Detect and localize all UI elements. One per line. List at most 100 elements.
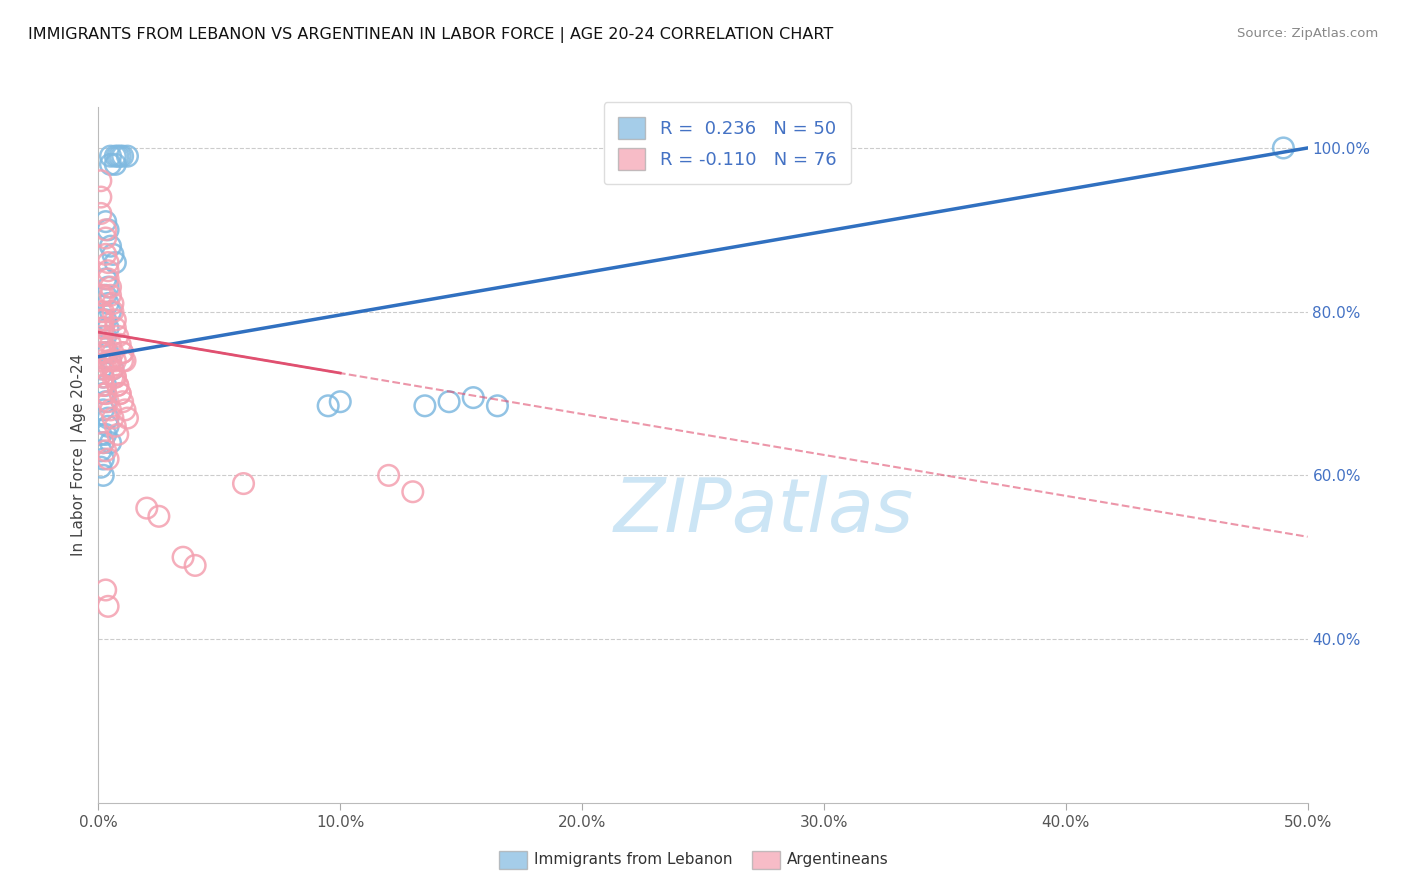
Point bbox=[94, 378, 117, 392]
Point bbox=[107, 149, 129, 163]
Point bbox=[100, 149, 122, 163]
Point bbox=[101, 296, 124, 310]
Point bbox=[172, 550, 194, 565]
Point bbox=[94, 427, 117, 442]
Point bbox=[104, 370, 127, 384]
Point bbox=[377, 468, 399, 483]
Point bbox=[90, 460, 112, 475]
Point bbox=[91, 378, 114, 392]
Point bbox=[91, 435, 114, 450]
Point bbox=[91, 468, 114, 483]
Point bbox=[184, 558, 207, 573]
Point bbox=[91, 452, 114, 467]
Point bbox=[1272, 141, 1295, 155]
Point bbox=[101, 362, 124, 376]
Point bbox=[104, 255, 127, 269]
Point bbox=[104, 419, 127, 434]
Point bbox=[97, 280, 120, 294]
Point bbox=[100, 280, 122, 294]
Point bbox=[90, 174, 112, 188]
Point bbox=[97, 353, 120, 368]
Point bbox=[107, 378, 129, 392]
Point bbox=[117, 411, 139, 425]
Point bbox=[135, 501, 157, 516]
Point bbox=[91, 337, 114, 351]
Point bbox=[94, 329, 117, 343]
Point bbox=[97, 599, 120, 614]
Point bbox=[101, 345, 124, 359]
Point bbox=[97, 264, 120, 278]
Point bbox=[94, 214, 117, 228]
Y-axis label: In Labor Force | Age 20-24: In Labor Force | Age 20-24 bbox=[72, 354, 87, 556]
Point bbox=[101, 411, 124, 425]
Point bbox=[100, 353, 122, 368]
Point bbox=[111, 345, 134, 359]
Point bbox=[101, 247, 124, 261]
Point bbox=[94, 386, 117, 401]
Point bbox=[97, 452, 120, 467]
Point bbox=[114, 403, 136, 417]
Point bbox=[100, 403, 122, 417]
Point bbox=[101, 304, 124, 318]
Text: ZIPatlas: ZIPatlas bbox=[613, 475, 914, 547]
Point bbox=[90, 443, 112, 458]
Point bbox=[94, 345, 117, 359]
Point bbox=[90, 353, 112, 368]
Point bbox=[91, 321, 114, 335]
Point bbox=[91, 370, 114, 384]
Point bbox=[104, 321, 127, 335]
Point bbox=[94, 443, 117, 458]
Point bbox=[111, 353, 134, 368]
Point bbox=[97, 296, 120, 310]
Point bbox=[114, 353, 136, 368]
Point bbox=[91, 362, 114, 376]
Point bbox=[90, 345, 112, 359]
Text: Argentineans: Argentineans bbox=[787, 853, 889, 867]
Point bbox=[94, 582, 117, 597]
Point bbox=[91, 370, 114, 384]
Point bbox=[413, 399, 436, 413]
Point bbox=[100, 362, 122, 376]
Point bbox=[104, 157, 127, 171]
Text: Immigrants from Lebanon: Immigrants from Lebanon bbox=[534, 853, 733, 867]
Point bbox=[97, 411, 120, 425]
Point bbox=[101, 370, 124, 384]
Point bbox=[100, 304, 122, 318]
Point bbox=[94, 272, 117, 286]
Point bbox=[100, 435, 122, 450]
Point bbox=[91, 304, 114, 318]
Point bbox=[91, 378, 114, 392]
Point bbox=[104, 149, 127, 163]
Point bbox=[108, 149, 131, 163]
Point bbox=[97, 394, 120, 409]
Point bbox=[94, 231, 117, 245]
Point bbox=[111, 345, 134, 359]
Point bbox=[94, 394, 117, 409]
Point bbox=[463, 391, 485, 405]
Point bbox=[90, 304, 112, 318]
Point bbox=[329, 394, 352, 409]
Point bbox=[486, 399, 509, 413]
Point bbox=[90, 206, 112, 220]
Point bbox=[117, 149, 139, 163]
Point bbox=[97, 419, 120, 434]
Point bbox=[108, 337, 131, 351]
Text: Source: ZipAtlas.com: Source: ZipAtlas.com bbox=[1237, 27, 1378, 40]
Point bbox=[91, 403, 114, 417]
Point bbox=[107, 427, 129, 442]
Point bbox=[90, 362, 112, 376]
Point bbox=[91, 288, 114, 302]
Point bbox=[94, 223, 117, 237]
Point bbox=[148, 509, 170, 524]
Legend: R =  0.236   N = 50, R = -0.110   N = 76: R = 0.236 N = 50, R = -0.110 N = 76 bbox=[603, 103, 851, 184]
Point bbox=[90, 427, 112, 442]
Point bbox=[111, 149, 134, 163]
Point bbox=[97, 223, 120, 237]
Point bbox=[108, 386, 131, 401]
Point bbox=[91, 386, 114, 401]
Point bbox=[94, 247, 117, 261]
Point bbox=[316, 399, 339, 413]
Point bbox=[90, 329, 112, 343]
Point bbox=[94, 345, 117, 359]
Text: IMMIGRANTS FROM LEBANON VS ARGENTINEAN IN LABOR FORCE | AGE 20-24 CORRELATION CH: IMMIGRANTS FROM LEBANON VS ARGENTINEAN I… bbox=[28, 27, 834, 43]
